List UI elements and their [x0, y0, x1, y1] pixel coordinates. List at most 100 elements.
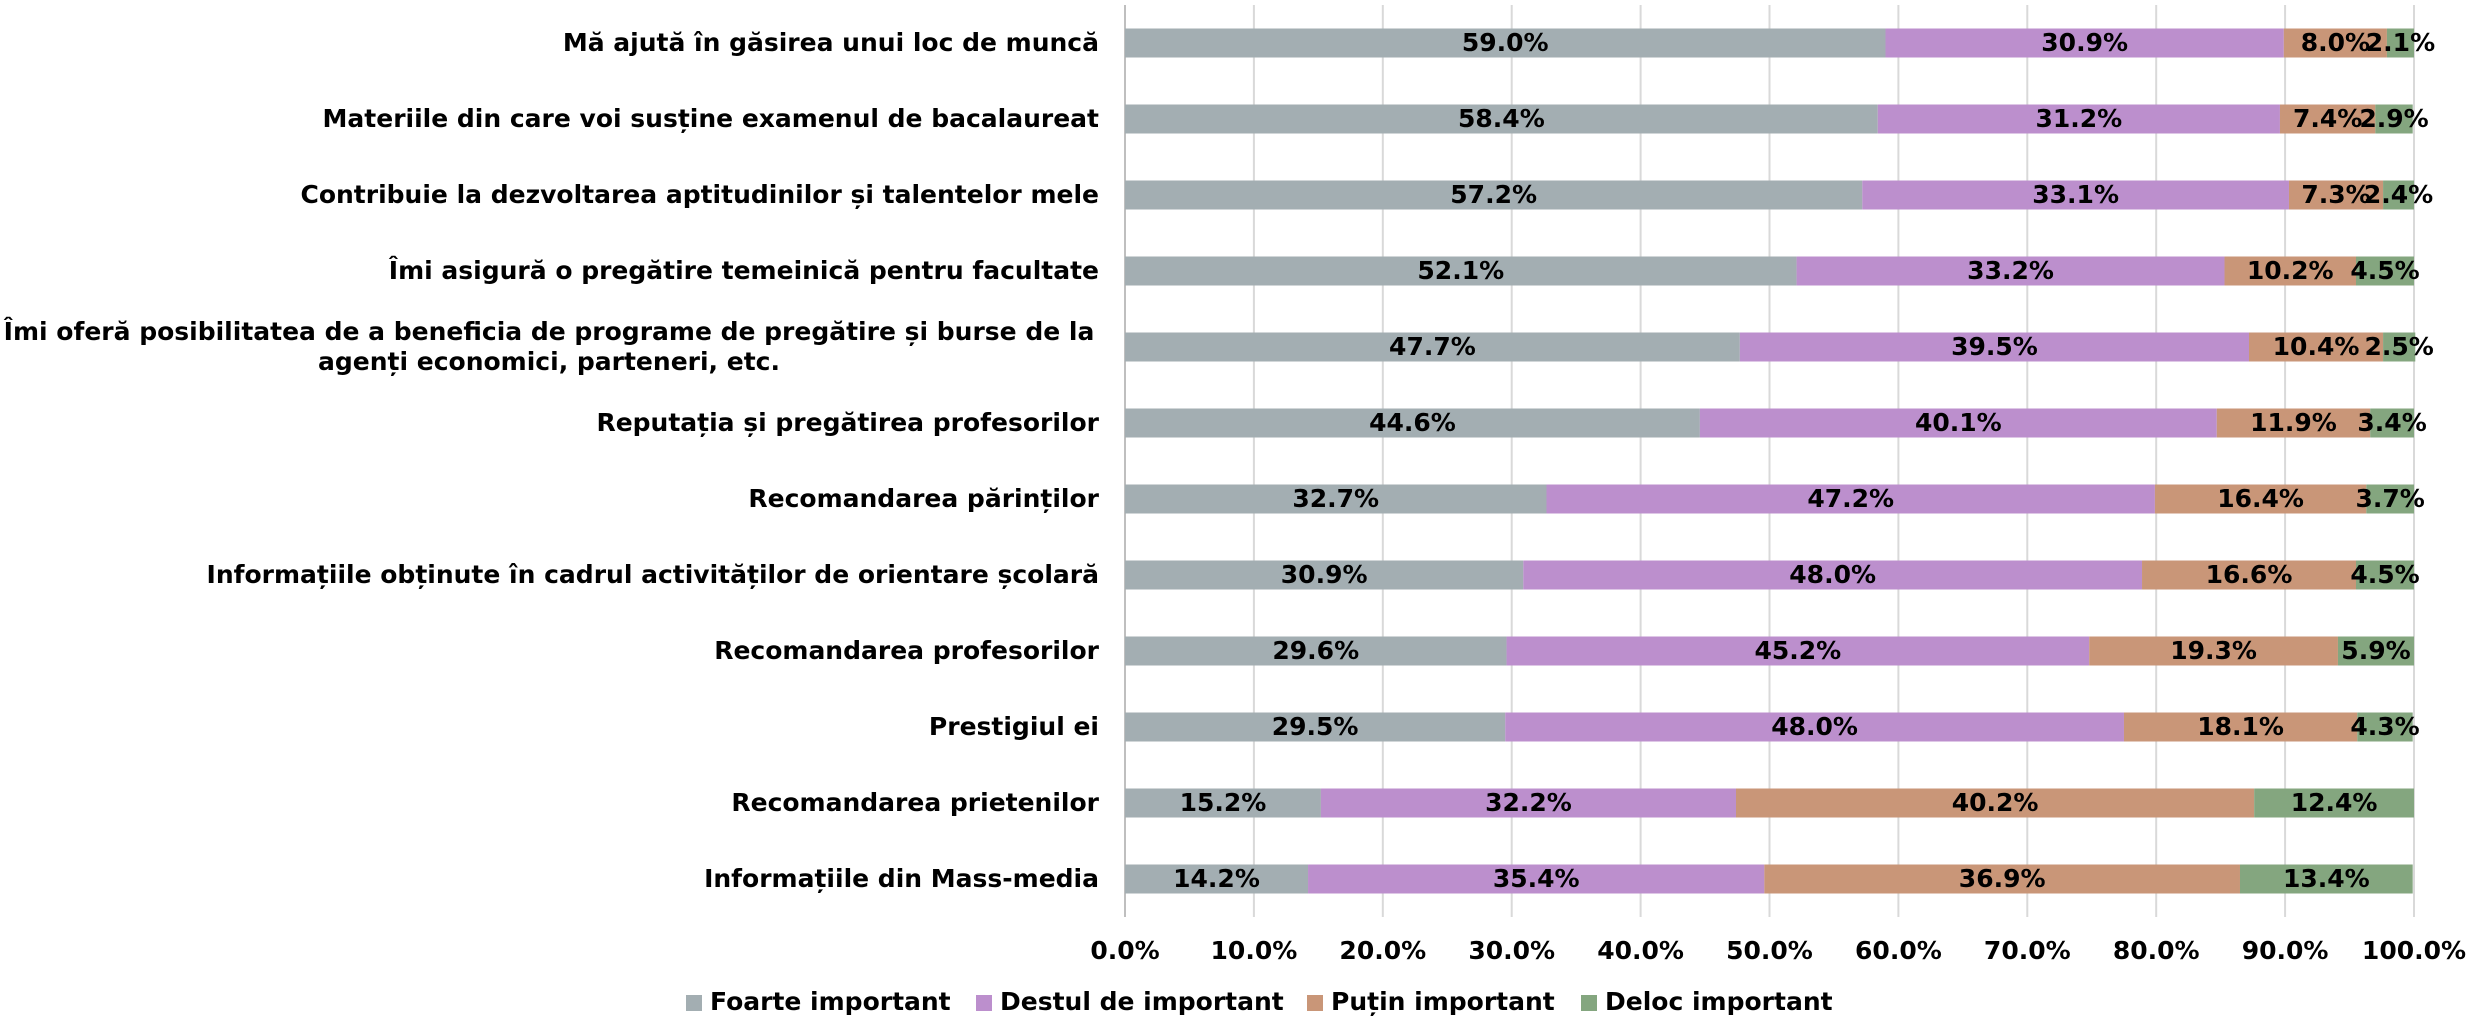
category-label: Reputația și pregătirea profesorilor	[0, 408, 1099, 438]
data-label: 44.6%	[1369, 408, 1456, 437]
data-label: 4.3%	[2350, 712, 2419, 741]
category-label: Mă ajută în găsirea unui loc de muncă	[0, 28, 1099, 58]
category-label: Recomandarea profesorilor	[0, 636, 1099, 666]
data-label: 36.9%	[1959, 864, 2046, 893]
x-tick-label: 80.0%	[2113, 936, 2200, 965]
bar-segment	[2375, 104, 2413, 134]
bar-segment	[1125, 180, 1863, 210]
bar-segment	[1523, 560, 2143, 590]
bar-segment	[1125, 256, 1797, 286]
data-label: 39.5%	[1951, 332, 2038, 361]
category-text: Prestigiul ei	[928, 712, 1099, 741]
category-text: Materiile din care voi susține examenul …	[322, 104, 1099, 133]
bar-segment	[1699, 408, 2217, 438]
bar-segment	[2254, 788, 2414, 818]
bar-segment	[2383, 332, 2416, 362]
data-label: 33.2%	[1967, 256, 2054, 285]
bar-segment	[1125, 484, 1547, 514]
bar-segment	[1125, 332, 1740, 362]
bar-segment	[1862, 180, 2289, 210]
data-label: 32.7%	[1292, 484, 1379, 513]
x-tick-label: 10.0%	[1211, 936, 1298, 965]
data-label: 32.2%	[1485, 788, 1572, 817]
data-label: 29.5%	[1272, 712, 1359, 741]
data-label: 10.4%	[2273, 332, 2360, 361]
bar-segment	[2288, 180, 2384, 210]
category-label: Recomandarea părinților	[0, 484, 1099, 514]
bar-segment	[1308, 864, 1765, 894]
x-tick-label: 90.0%	[2242, 936, 2329, 965]
legend-label: Deloc important	[1605, 987, 1833, 1016]
category-label: Îmi oferă posibilitatea de a beneficia d…	[0, 317, 1099, 377]
bar-segment	[2355, 560, 2414, 590]
legend-swatch	[976, 995, 992, 1011]
bar-segment	[2283, 28, 2387, 58]
data-label: 45.2%	[1754, 636, 1841, 665]
category-label: Recomandarea prietenilor	[0, 788, 1099, 818]
category-text: Informațiile din Mass-media	[704, 864, 1099, 893]
category-text: Contribuie la dezvoltarea aptitudinilor …	[300, 180, 1099, 209]
bar-segment	[1125, 864, 1309, 894]
category-text: Recomandarea părinților	[748, 484, 1099, 513]
x-tick-label: 60.0%	[1855, 936, 1942, 965]
category-text: Îmi oferă posibilitatea de a beneficia d…	[3, 317, 1095, 376]
data-label: 11.9%	[2250, 408, 2337, 437]
category-text: Mă ajută în găsirea unui loc de muncă	[562, 28, 1099, 57]
category-label: Informațiile din Mass-media	[0, 864, 1099, 894]
data-label: 52.1%	[1417, 256, 1504, 285]
legend-swatch	[686, 995, 702, 1011]
data-label: 57.2%	[1450, 180, 1537, 209]
category-label: Prestigiul ei	[0, 712, 1099, 742]
bar-segment	[1877, 104, 2280, 134]
data-label: 8.0%	[2301, 28, 2370, 57]
data-label: 48.0%	[1771, 712, 1858, 741]
legend-label: Puțin important	[1331, 987, 1555, 1016]
data-label: 4.5%	[2350, 256, 2419, 285]
data-label: 12.4%	[2291, 788, 2378, 817]
data-label: 47.7%	[1389, 332, 1476, 361]
bar-segment	[2089, 636, 2338, 666]
bar-segment	[2154, 484, 2367, 514]
bar-segment	[1125, 712, 1506, 742]
category-label: Îmi asigură o pregătire temeinică pentru…	[0, 256, 1099, 286]
data-label: 7.3%	[2301, 180, 2370, 209]
x-tick-label: 50.0%	[1726, 936, 1813, 965]
bar-segment	[1125, 636, 1507, 666]
legend-label: Foarte important	[710, 987, 951, 1016]
category-label: Materiile din care voi susține examenul …	[0, 104, 1099, 134]
data-label: 58.4%	[1458, 104, 1545, 133]
data-label: 4.5%	[2350, 560, 2419, 589]
bar-segment	[2337, 636, 2414, 666]
bar-segment	[2279, 104, 2376, 134]
data-label: 59.0%	[1462, 28, 1549, 57]
x-tick-label: 30.0%	[1468, 936, 1555, 965]
bar-segment	[2249, 332, 2384, 362]
bar-segment	[1739, 332, 2250, 362]
bar-segment	[2142, 560, 2356, 590]
x-tick-label: 0.0%	[1090, 936, 1159, 965]
data-label: 40.2%	[1952, 788, 2039, 817]
bar-segment	[1125, 28, 1886, 58]
bar-segment	[1505, 712, 2124, 742]
bar-segment	[2386, 28, 2414, 58]
category-label: Informațiile obținute în cadrul activită…	[0, 560, 1099, 590]
bar-segment	[1885, 28, 2284, 58]
bar-segment	[1125, 788, 1321, 818]
data-label: 15.2%	[1180, 788, 1267, 817]
bar-segment	[2383, 180, 2414, 210]
bar-segment	[1546, 484, 2155, 514]
data-label: 10.2%	[2247, 256, 2334, 285]
data-label: 2.9%	[2359, 104, 2428, 133]
bar-segment	[1320, 788, 1736, 818]
category-text: Recomandarea profesorilor	[714, 636, 1099, 665]
data-label: 13.4%	[2283, 864, 2370, 893]
data-label: 5.9%	[2341, 636, 2410, 665]
data-label: 16.6%	[2206, 560, 2293, 589]
bar-segment	[2224, 256, 2356, 286]
data-label: 16.4%	[2217, 484, 2304, 513]
data-label: 29.6%	[1272, 636, 1359, 665]
data-label: 2.4%	[2364, 180, 2433, 209]
legend-swatch	[1307, 995, 1323, 1011]
bar-segment	[1735, 788, 2255, 818]
data-label: 14.2%	[1173, 864, 1260, 893]
